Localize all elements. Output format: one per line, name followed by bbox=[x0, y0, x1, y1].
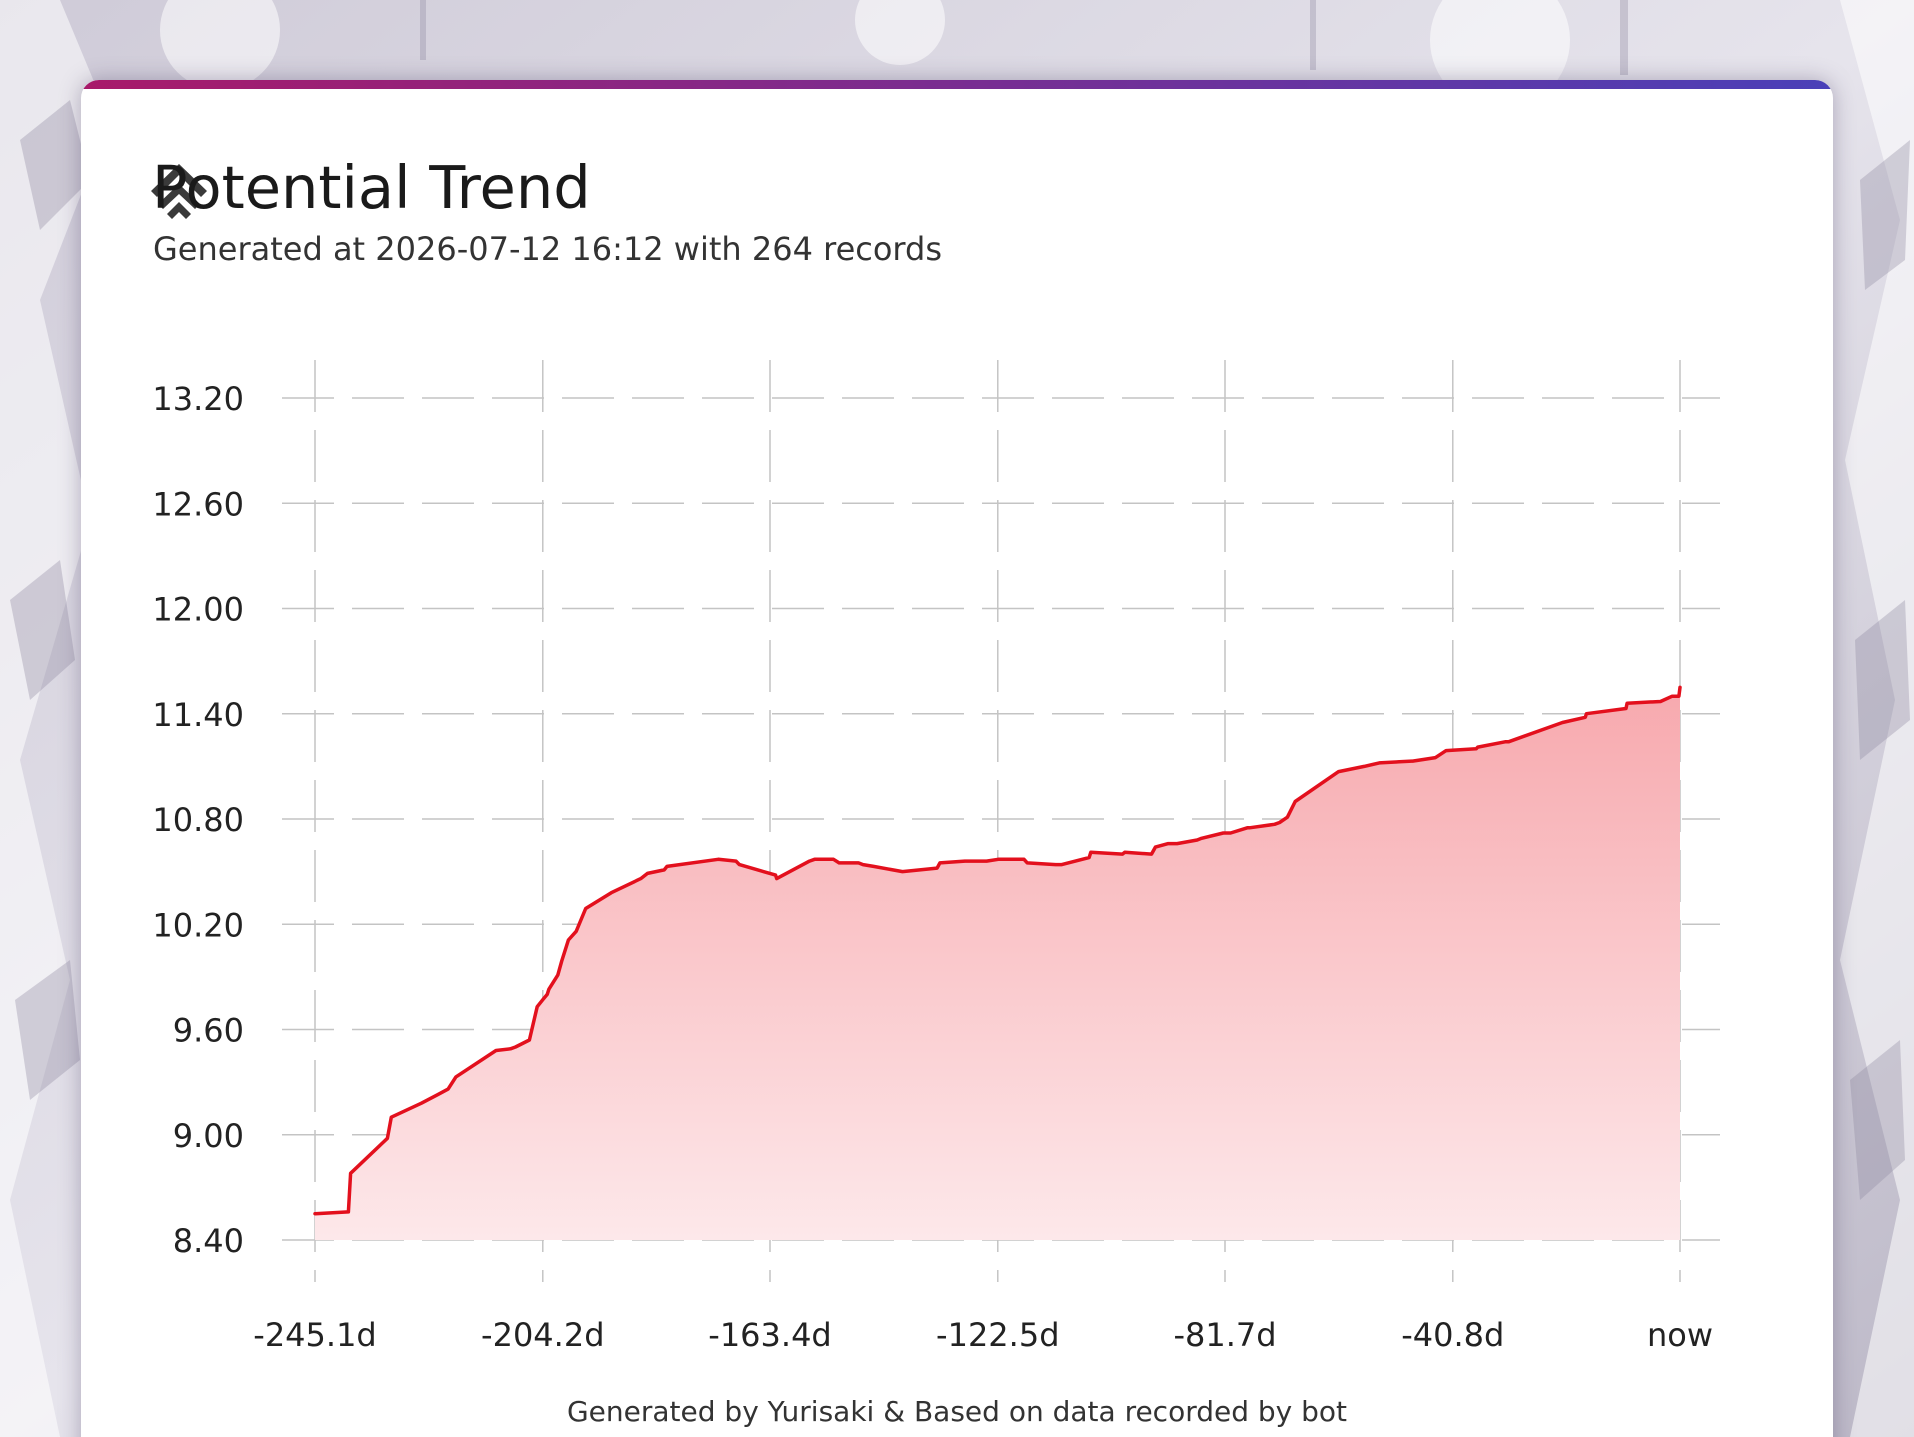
card-accent-bar bbox=[81, 80, 1833, 89]
y-tick-label: 9.00 bbox=[173, 1117, 244, 1155]
x-axis: -245.1d -204.2d -163.4d -122.5d -81.7d -40.8d… bbox=[253, 1316, 1713, 1354]
y-axis: 13.20 12.60 12.00 11.40 10.80 10.20 9.60 9.00 8.… bbox=[152, 380, 244, 1260]
y-tick-label: 11.40 bbox=[152, 696, 244, 734]
series-line bbox=[313, 685, 1682, 1216]
layered-chevrons-icon bbox=[151, 164, 207, 219]
y-tick-label: 8.40 bbox=[173, 1222, 244, 1260]
page-title: Potential Trend bbox=[152, 153, 591, 222]
x-tick-label: -40.8d bbox=[1401, 1316, 1504, 1354]
y-tick-label: 12.00 bbox=[152, 591, 244, 629]
page-subtitle: Generated at 2026-07-12 16:12 with 264 r… bbox=[153, 230, 942, 268]
area-layer bbox=[313, 685, 1682, 1240]
x-tick-label: now bbox=[1647, 1316, 1713, 1354]
x-tick-label: -163.4d bbox=[708, 1316, 831, 1354]
y-tick-label: 13.20 bbox=[152, 380, 244, 418]
y-tick-label: 9.60 bbox=[173, 1012, 244, 1050]
y-tick-label: 10.20 bbox=[152, 906, 244, 944]
y-tick-label: 12.60 bbox=[152, 485, 244, 523]
x-tick-label: -81.7d bbox=[1173, 1316, 1276, 1354]
y-tick-label: 10.80 bbox=[152, 801, 244, 839]
series-area bbox=[315, 687, 1680, 1240]
footer-credit: Generated by Yurisaki & Based on data re… bbox=[566, 1395, 1348, 1428]
x-tick-label: -204.2d bbox=[481, 1316, 604, 1354]
x-tick-label: -122.5d bbox=[936, 1316, 1059, 1354]
x-tick-label: -245.1d bbox=[253, 1316, 376, 1354]
